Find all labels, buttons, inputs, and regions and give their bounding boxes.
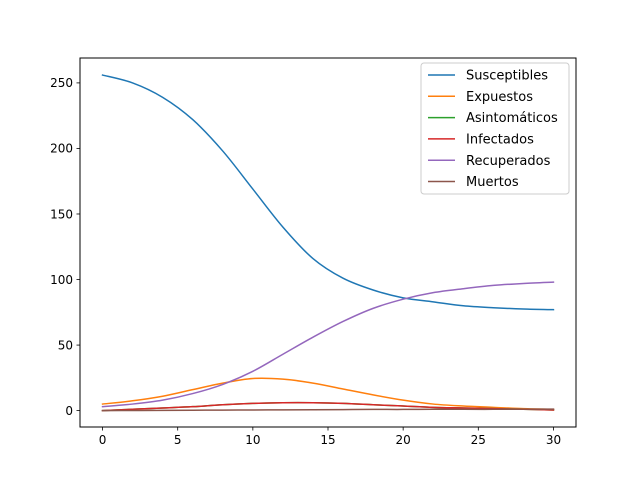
x-axis: 0 5 10 15 20 25 30 [99, 427, 561, 447]
legend-label-recuperados: Recuperados [466, 154, 551, 169]
x-tick-label: 0 [99, 433, 107, 447]
legend-label-muertos: Muertos [466, 175, 519, 190]
x-tick-label: 20 [396, 433, 411, 447]
y-tick-label: 150 [50, 207, 73, 221]
y-tick-label: 200 [50, 142, 73, 156]
x-tick-label: 5 [174, 433, 182, 447]
legend-box [420, 62, 570, 195]
legend: Susceptibles Expuestos Asintomáticos Infect… [420, 62, 570, 195]
x-tick-label: 25 [471, 433, 486, 447]
legend-label-expuestos: Expuestos [466, 90, 533, 105]
legend-label-asintomaticos: Asintomáticos [466, 111, 558, 126]
legend-items: Susceptibles Expuestos Asintomáticos Infect… [428, 69, 558, 190]
legend-label-susceptibles: Susceptibles [466, 69, 548, 84]
y-tick-label: 100 [50, 273, 73, 287]
y-tick-label: 0 [65, 404, 73, 418]
plot-lines [101, 74, 555, 412]
series-line-infectados [101, 401, 555, 412]
y-tick-label: 250 [50, 76, 73, 90]
series-line-muertos [101, 408, 555, 412]
series-line-recuperados [101, 281, 555, 408]
series-line-expuestos [101, 377, 555, 411]
y-axis: 0 50 100 150 200 250 [50, 76, 80, 418]
x-tick-label: 30 [546, 433, 561, 447]
x-tick-label: 15 [320, 433, 335, 447]
legend-label-infectados: Infectados [466, 133, 534, 148]
series-line-susceptibles [101, 74, 555, 311]
x-tick-label: 10 [245, 433, 260, 447]
y-tick-label: 50 [58, 338, 73, 352]
